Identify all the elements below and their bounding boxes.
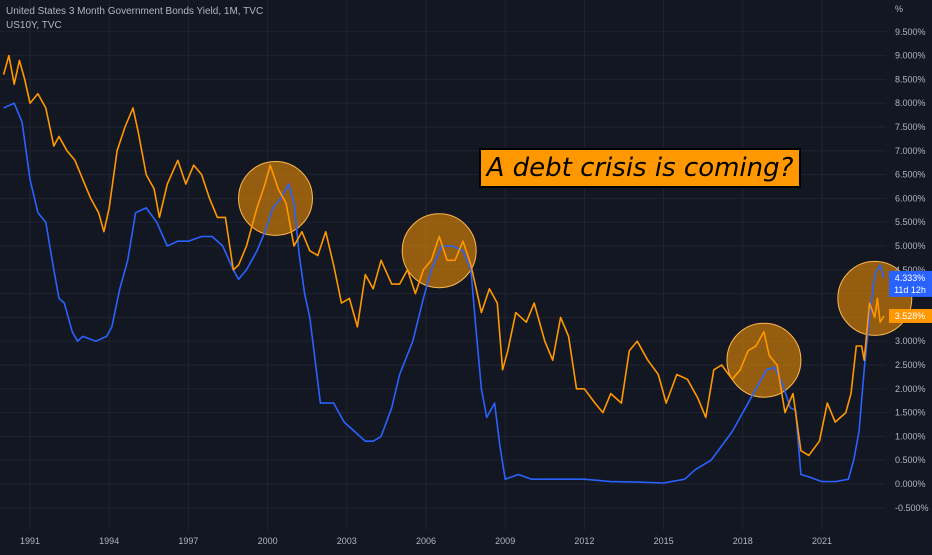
x-tick-label: 2006 xyxy=(416,536,436,546)
series-line-us10y[interactable] xyxy=(2,54,885,457)
y-tick-label: 9.000% xyxy=(895,51,926,61)
price-badges: 4.333% 11d 12h 3.528% xyxy=(889,270,932,323)
y-tick-label: 8.500% xyxy=(895,74,926,84)
y-tick-label: 0.000% xyxy=(895,479,926,489)
x-tick-label: 2015 xyxy=(654,536,674,546)
y-tick-label: 7.500% xyxy=(895,122,926,132)
y-axis-unit-label: % xyxy=(895,4,903,14)
x-tick-label: 1997 xyxy=(178,536,198,546)
us3m-price-value: 4.333% xyxy=(895,273,926,283)
y-tick-label: 9.500% xyxy=(895,27,926,37)
x-tick-label: 2021 xyxy=(812,536,832,546)
y-tick-label: 1.500% xyxy=(895,408,926,418)
highlight-circle xyxy=(726,322,802,398)
x-tick-label: 2003 xyxy=(337,536,357,546)
x-tick-label: 2018 xyxy=(733,536,753,546)
y-tick-label: 1.000% xyxy=(895,431,926,441)
series-line-us3m[interactable] xyxy=(3,102,885,484)
x-tick-label: 2012 xyxy=(574,536,594,546)
y-tick-label: 2.000% xyxy=(895,384,926,394)
y-tick-label: 3.000% xyxy=(895,336,926,346)
legend-secondary: US10Y, TVC xyxy=(6,20,62,31)
y-tick-label: 8.000% xyxy=(895,98,926,108)
series-lines xyxy=(2,54,885,484)
us3m-price-badge xyxy=(889,270,932,297)
y-tick-label: 0.500% xyxy=(895,455,926,465)
annotation-label: A debt crisis is coming? xyxy=(479,148,801,188)
y-tick-label: 6.500% xyxy=(895,170,926,180)
x-tick-label: 1991 xyxy=(20,536,40,546)
us3m-countdown: 11d 12h xyxy=(894,285,926,295)
us10y-price-value: 3.528% xyxy=(895,311,926,321)
y-tick-label: 5.500% xyxy=(895,217,926,227)
x-tick-label: 2000 xyxy=(258,536,278,546)
x-tick-label: 1994 xyxy=(99,536,119,546)
y-tick-label: 5.000% xyxy=(895,241,926,251)
y-tick-label: 7.000% xyxy=(895,146,926,156)
y-tick-label: 4.500% xyxy=(895,265,926,275)
y-tick-label: 2.500% xyxy=(895,360,926,370)
x-axis: 1991 1994 1997 2000 2003 2006 2009 2012 2015 2018… xyxy=(20,536,832,546)
highlight-circle xyxy=(238,160,313,236)
us10y-price-badge xyxy=(889,308,932,323)
y-tick-label: 6.000% xyxy=(895,193,926,203)
legend-primary: United States 3 Month Government Bonds Y… xyxy=(6,6,264,17)
x-tick-label: 2009 xyxy=(495,536,515,546)
y-tick-label: -0.500% xyxy=(895,503,929,513)
